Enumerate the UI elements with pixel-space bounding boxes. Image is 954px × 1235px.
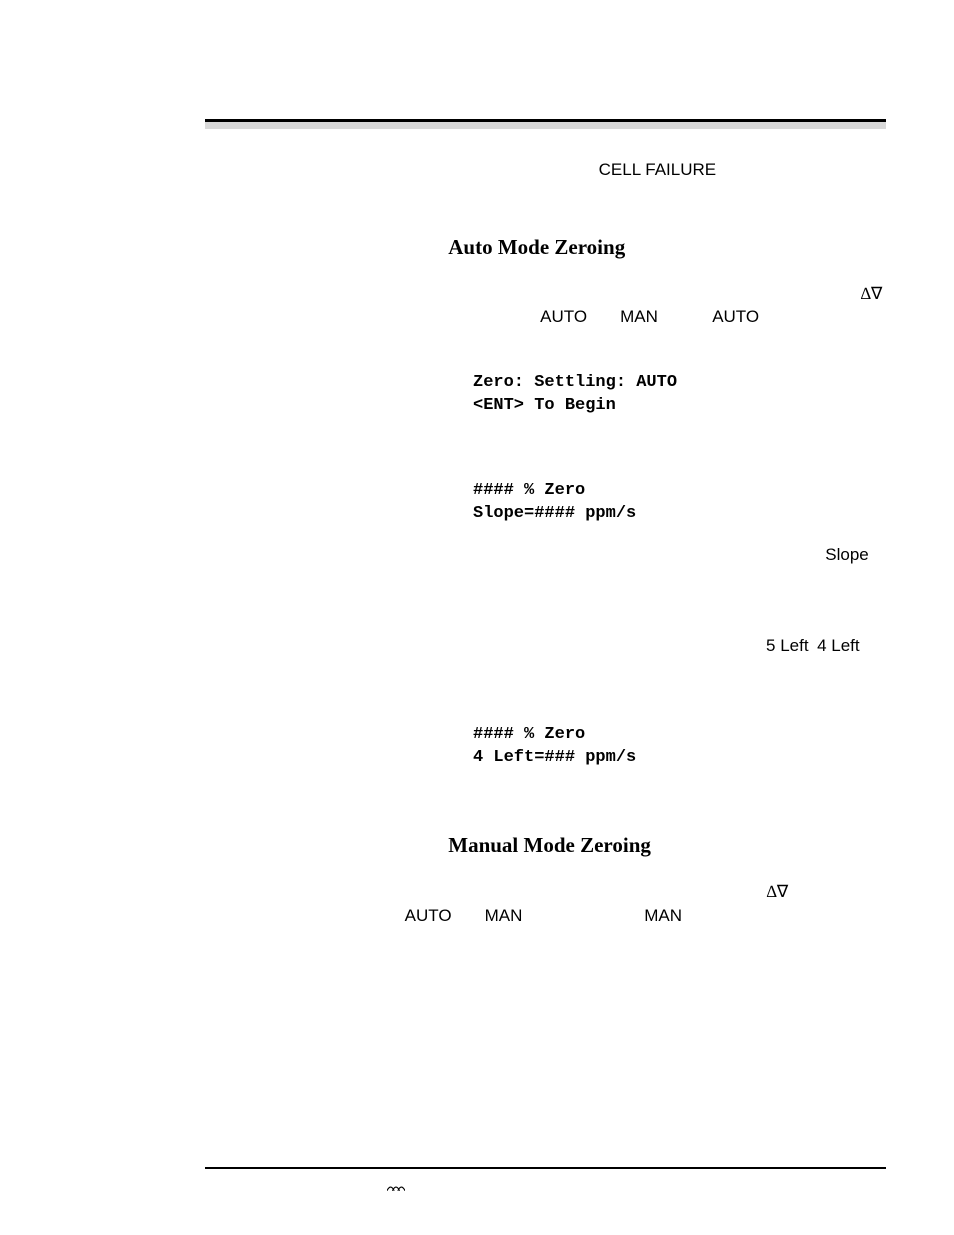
- inline-code: MAN: [485, 906, 523, 925]
- text: Then after a few seconds the screen chan…: [297, 438, 621, 457]
- header-rule-grey: [205, 122, 886, 129]
- paragraph: Observe the operator interface panel. If…: [205, 282, 886, 352]
- inline-code: AUTO: [405, 906, 452, 925]
- text: Wait until the zero reading has stabiliz…: [297, 636, 762, 655]
- paragraph: The beginning zero level is shown in the…: [205, 543, 886, 613]
- display-line: 4 Left=### ppm/s: [473, 747, 886, 770]
- text: ,: [809, 636, 813, 655]
- footer: Teledyne Analytical Instruments 4-9: [205, 1180, 886, 1195]
- section-number: 4.4.2: [380, 833, 422, 857]
- text: functions. Select: [527, 906, 640, 925]
- paragraph: Then after a few seconds the screen chan…: [205, 436, 886, 459]
- chapter-title: Operation: [783, 96, 886, 117]
- display-readout: #### % Zero Slope=#### ppm/s: [473, 480, 886, 526]
- body-content: calibrated span reading. If it cannot do…: [205, 158, 886, 947]
- text: . The: [682, 906, 717, 925]
- text: and: [591, 307, 616, 326]
- paragraph: calibrated span reading. If it cannot do…: [205, 158, 886, 205]
- text: and: [456, 906, 481, 925]
- delta-nabla-icon: ∆∇: [766, 882, 788, 901]
- display-readout: Zero: Settling: AUTO <ENT> To Begin: [473, 372, 886, 418]
- section-number: 4.4.1: [380, 235, 422, 259]
- display-line: Zero: Settling: AUTO: [473, 372, 886, 395]
- footer-rule: [205, 1167, 886, 1169]
- chapter-number: 4: [205, 96, 217, 116]
- display-readout: #### % Zero 4 Left=### ppm/s: [473, 724, 886, 770]
- inline-code: Slope: [825, 545, 868, 564]
- inline-code: 4 Left: [817, 636, 860, 655]
- section-heading: 4.4.1 Auto Mode Zeroing: [205, 233, 886, 262]
- display-line: <ENT> To Begin: [473, 395, 886, 418]
- delta-nabla-icon: ∆∇: [861, 284, 883, 303]
- text: Then, the instrument automatically retur…: [297, 790, 729, 809]
- paragraph: Observe the VFD. If the unit is not in t…: [205, 880, 886, 927]
- inline-code: AUTO: [712, 307, 759, 326]
- paragraph: Wait until the zero reading has stabiliz…: [205, 634, 886, 704]
- running-header: 4 Operation: [205, 96, 886, 117]
- section-title: Auto Mode Zeroing: [448, 235, 625, 259]
- footer-company: Teledyne Analytical Instruments: [409, 1180, 591, 1195]
- display-line: Slope=#### ppm/s: [473, 503, 886, 526]
- inline-code: AUTO: [540, 307, 587, 326]
- text: calibrated span reading. If it cannot do…: [297, 160, 594, 179]
- text: Observe the operator interface panel. If…: [297, 284, 856, 303]
- text: . Select: [658, 307, 708, 326]
- inline-code: MAN: [620, 307, 658, 326]
- display-line: #### % Zero: [473, 724, 886, 747]
- footer-page-number: 4-9: [867, 1180, 886, 1195]
- section-title: Manual Mode Zeroing: [448, 833, 651, 857]
- page: 4 Operation calibrated span reading. If …: [0, 0, 954, 1235]
- text: information indicates the rate of change…: [297, 569, 872, 611]
- paragraph: Then, the instrument automatically retur…: [205, 788, 886, 811]
- teledyne-logo-icon: [387, 1183, 405, 1193]
- inline-code: MAN: [644, 906, 682, 925]
- text: The beginning zero level is shown in the…: [297, 545, 821, 564]
- inline-code: 5 Left: [766, 636, 809, 655]
- text: Observe the VFD. If the unit is not in t…: [297, 882, 762, 901]
- display-line: #### % Zero: [473, 480, 886, 503]
- inline-code: CELL FAILURE: [599, 160, 716, 179]
- section-heading: 4.4.2 Manual Mode Zeroing: [205, 831, 886, 860]
- text: arrows to toggle between functions: [297, 307, 536, 326]
